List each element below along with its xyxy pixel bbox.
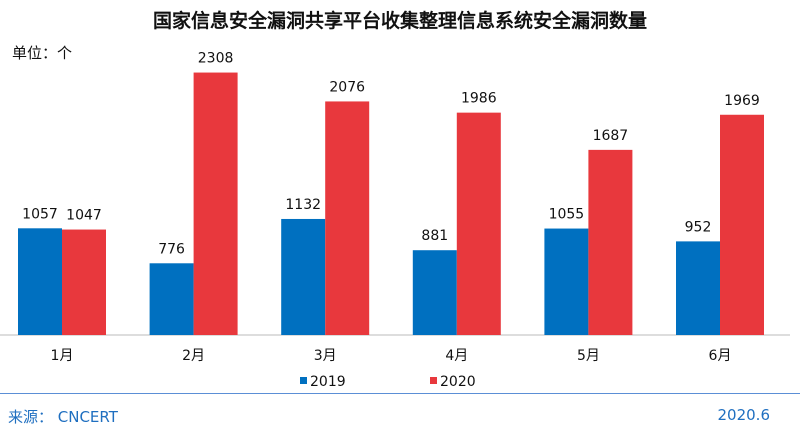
data-label-2020-3: 2076 [329,79,365,95]
x-tick-label: 3月 [314,348,337,364]
data-label-2019-3: 1132 [285,197,321,213]
data-label-2020-1: 1047 [66,208,102,224]
chart-title: 国家信息安全漏洞共享平台收集整理信息系统安全漏洞数量 [152,10,647,32]
bar-2019-4 [412,250,457,335]
bar-2019-6 [676,241,720,335]
legend-swatch-2020 [430,377,437,384]
x-tick-label: 1月 [51,348,74,364]
source-label: 来源： CNCERT [8,408,118,426]
legend-label-2020: 2020 [440,374,476,390]
bar-2019-2 [149,263,194,335]
data-label-2019-4: 881 [421,228,448,244]
bar-2020-3 [325,101,370,335]
data-label-2019-6: 952 [685,219,712,235]
legend-swatch-2019 [300,377,307,384]
data-label-2020-2: 2308 [198,51,234,67]
legend-label-2019: 2019 [310,374,346,390]
bar-2019-1 [18,228,62,335]
bar-chart: 1057 1047 1月 776 2308 2月 1132 2076 3月 881 1986 4月 10… [0,51,790,390]
unit-label: 单位：个 [12,44,73,62]
x-tick-label: 2月 [182,348,205,364]
data-label-2019-2: 776 [158,241,185,257]
data-label-2019-1: 1057 [22,206,58,222]
bar-2020-4 [456,112,501,335]
x-tick-label: 6月 [709,348,732,364]
bar-2020-6 [720,114,764,336]
bar-2020-2 [193,72,238,335]
footer-divider [0,393,800,394]
x-tick-label: 4月 [445,348,468,364]
data-label-2019-5: 1055 [549,207,585,223]
bar-2019-3 [281,218,326,335]
bar-2019-5 [544,228,589,335]
date-label: 2020.6 [717,406,771,424]
bar-2020-1 [62,229,106,335]
bar-2020-5 [588,149,633,335]
data-label-2020-5: 1687 [593,128,629,144]
data-label-2020-4: 1986 [461,91,497,107]
data-label-2020-6: 1969 [724,93,760,109]
x-tick-label: 5月 [577,348,600,364]
